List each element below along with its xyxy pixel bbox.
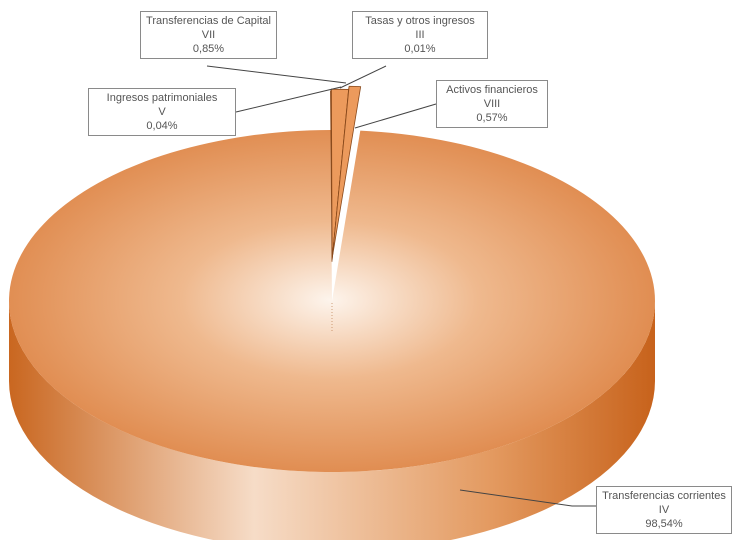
leader-line-tasas-y-otros-ingresos: [339, 65, 387, 89]
slice-label-transferencias-de-capital: Transferencias de Capital VII 0,85%: [140, 11, 277, 59]
label-chapter: VIII: [483, 98, 501, 110]
slice-label-transferencias-corrientes: Transferencias corrientes IV 98,54%: [596, 486, 732, 534]
leader-line-activos-financieros: [354, 103, 437, 129]
label-chapter: V: [158, 106, 166, 118]
label-name: Transferencias de Capital: [146, 15, 271, 27]
leader-line-transferencias-corrientes: [459, 489, 596, 507]
label-name: Activos financieros: [446, 84, 538, 96]
label-value: 98,54%: [645, 518, 683, 530]
pie-slice-transferencias-corrientes: [8, 130, 656, 472]
leader-line-ingresos-patrimoniales: [235, 86, 342, 113]
label-chapter: VII: [201, 29, 216, 41]
label-name: Tasas y otros ingresos: [365, 15, 475, 27]
slice-label-activos-financieros: Activos financieros VIII 0,57%: [436, 80, 548, 128]
label-value: 0,04%: [146, 120, 178, 132]
label-value: 0,57%: [476, 112, 508, 124]
label-value: 0,01%: [404, 43, 436, 55]
label-name: Transferencias corrientes: [602, 490, 726, 502]
slice-label-ingresos-patrimoniales: Ingresos patrimoniales V 0,04%: [88, 88, 236, 136]
slice-label-tasas-y-otros-ingresos: Tasas y otros ingresos III 0,01%: [352, 11, 488, 59]
label-chapter: IV: [658, 504, 670, 516]
pie-slice-activos-financieros: [331, 85, 362, 258]
label-value: 0,85%: [192, 43, 225, 55]
pie-side-wall: [9, 301, 655, 540]
leader-line-transferencias-de-capital: [206, 65, 347, 84]
label-chapter: III: [415, 29, 425, 41]
label-name: Ingresos patrimoniales: [106, 92, 218, 104]
